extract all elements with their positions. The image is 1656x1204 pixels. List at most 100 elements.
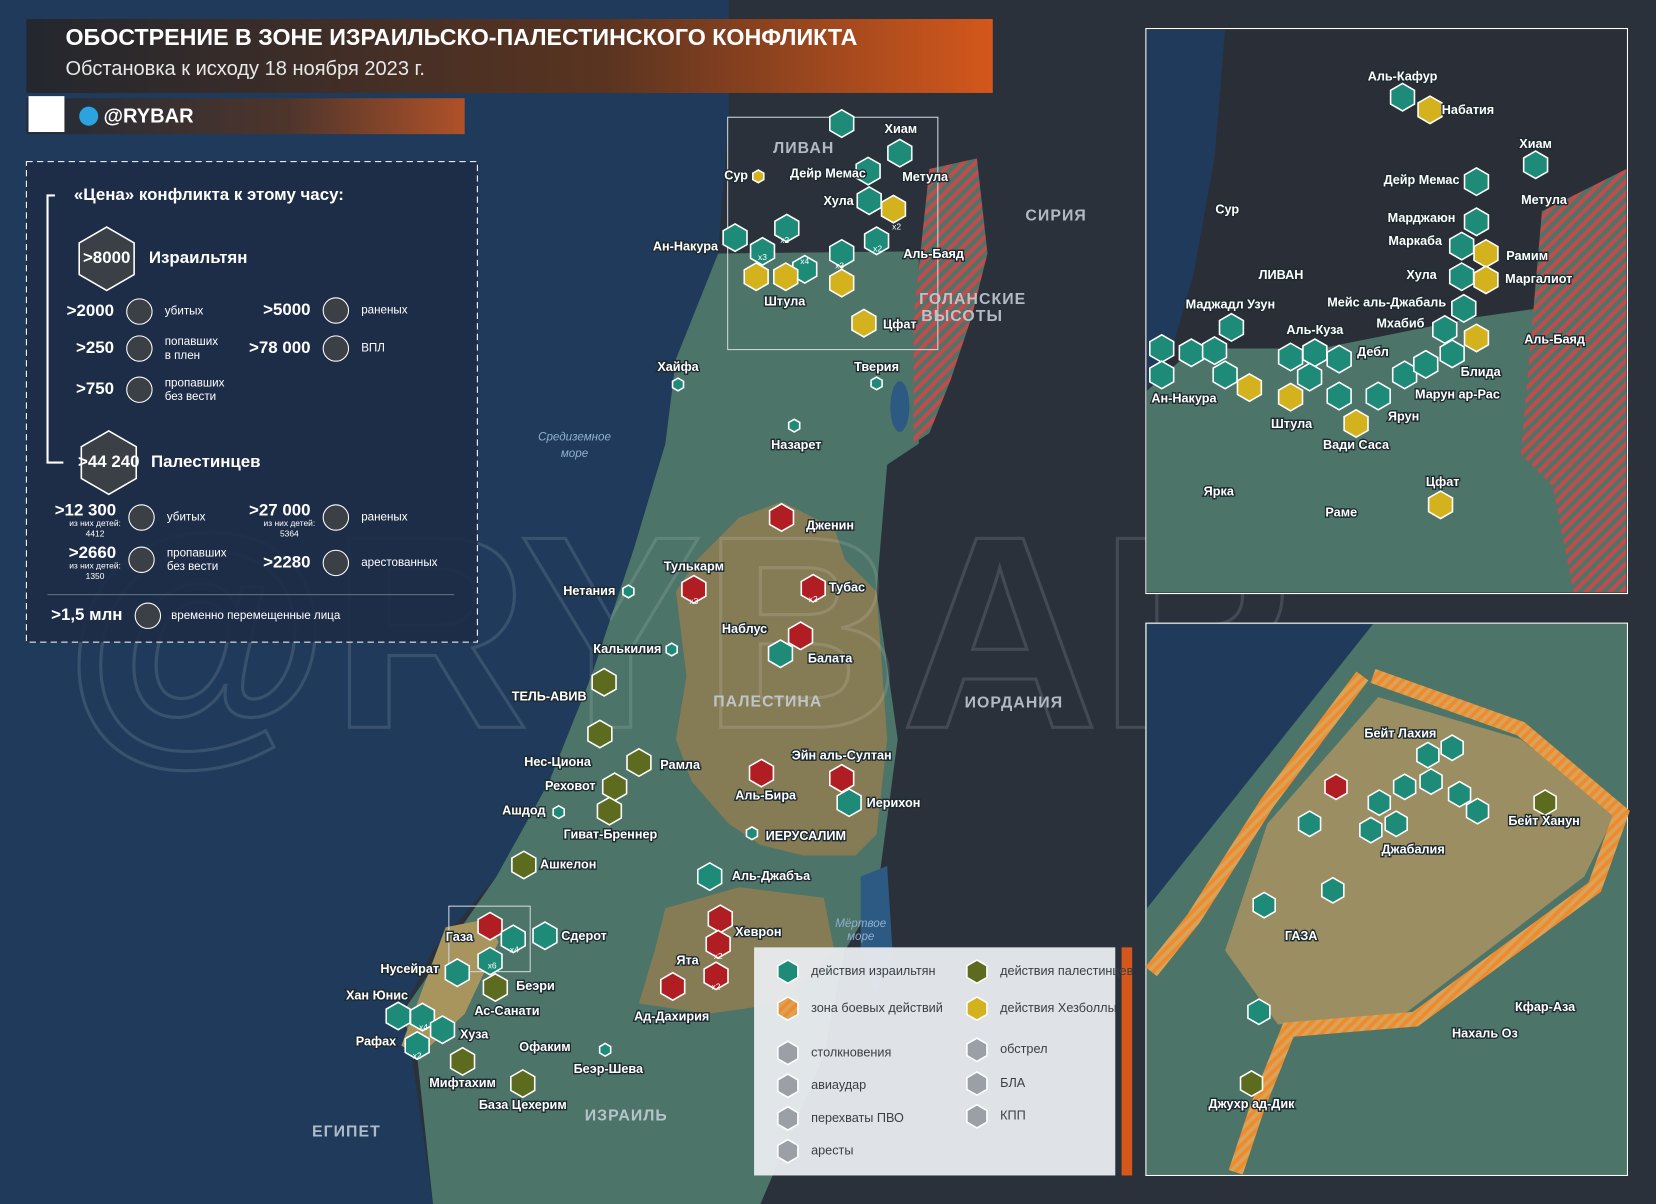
legend-label: авиаудар (811, 1078, 866, 1092)
handle-bar (26, 98, 465, 135)
count-badge: x3 (689, 596, 698, 606)
place-label: Хайфа (657, 360, 699, 374)
count-badge: x2 (712, 982, 721, 992)
total-badge (78, 226, 135, 292)
stat-children: 4412 (86, 529, 105, 539)
marker (1149, 360, 1175, 390)
marker (749, 236, 776, 267)
marker (705, 929, 731, 959)
marker (1391, 360, 1418, 390)
place-label: Хиам (885, 122, 918, 136)
legend-icon (777, 1040, 799, 1066)
total-badge (80, 429, 138, 496)
place-label: Сур (1215, 203, 1239, 217)
marker (851, 308, 877, 338)
place-label: Рамла (660, 758, 701, 772)
inset-sea (1146, 29, 1226, 391)
marker (743, 262, 769, 292)
count-badge: x4 (510, 945, 519, 955)
marker (1239, 1070, 1264, 1098)
marker (863, 226, 890, 256)
marker (856, 186, 882, 216)
place-label: Нетания (563, 584, 615, 598)
place-label: Ан-Накура (1151, 392, 1217, 406)
legend-icon (777, 1105, 799, 1131)
stats-heading: «Цена» конфликта к этому часу: (74, 185, 344, 204)
marker (385, 1001, 411, 1031)
marker (1439, 339, 1465, 369)
stat-icon (322, 297, 350, 324)
marker (1252, 891, 1276, 919)
place-label: Тулькарм (664, 559, 724, 573)
place-label: Сур (724, 169, 748, 183)
country-label: ЕГИПЕТ (312, 1123, 381, 1140)
legend-label: перехваты ПВО (811, 1111, 904, 1125)
total-value: >8000 (83, 248, 130, 267)
stat-icon (126, 335, 153, 362)
place-label: Реховот (545, 779, 596, 793)
place-label: Хеврон (735, 925, 781, 939)
marker (787, 418, 801, 433)
stat-value: >2280 (263, 552, 310, 571)
legend-icon (966, 996, 988, 1022)
marker (681, 574, 707, 604)
legend-label: аресты (811, 1144, 853, 1158)
title: ОБОСТРЕНИЕ В ЗОНЕ ИЗРАИЛЬСКО-ПАЛЕСТИНСКО… (65, 24, 857, 50)
stat-value: >5000 (263, 300, 310, 319)
place-label: Эйн аль-Султан (792, 749, 892, 763)
marker (787, 621, 814, 651)
legend-icon (777, 996, 799, 1022)
marker (1389, 82, 1416, 112)
marker (1533, 789, 1557, 817)
stat-value: >78 000 (249, 338, 310, 357)
marker (511, 850, 537, 880)
place-label: Рафах (356, 1035, 396, 1049)
marker (1236, 372, 1263, 403)
marker (449, 1046, 476, 1077)
stat-icon (128, 546, 155, 573)
count-badge: x2 (413, 1050, 422, 1060)
legend-icon (777, 1073, 799, 1099)
marker (409, 1002, 436, 1032)
place-label: Беэри (516, 979, 555, 993)
legend-label: обстрел (1000, 1042, 1047, 1056)
group-label: Израильтян (149, 248, 248, 267)
place-label: ЛИВАН (1259, 268, 1304, 282)
legend-label: зона боевых действий (811, 1001, 943, 1015)
stat-label: в плен (165, 349, 200, 362)
marker (1149, 333, 1175, 364)
marker (696, 861, 723, 892)
marker (1277, 382, 1304, 412)
legend-label: БЛА (1000, 1076, 1026, 1090)
marker (671, 377, 685, 392)
place-label: Хула (1406, 268, 1437, 282)
legend-label: действия палестинцев (1000, 964, 1133, 978)
marker (1447, 780, 1472, 808)
marker (829, 268, 855, 298)
marker (1296, 362, 1323, 392)
marker (1392, 773, 1417, 801)
legend-icon (966, 1071, 988, 1097)
marker (829, 108, 855, 139)
marker (626, 747, 652, 778)
marker (800, 573, 826, 603)
west-bank (675, 501, 888, 856)
place-label: Назарет (771, 438, 821, 452)
stat-label: без вести (167, 560, 218, 573)
sea-label: Мёртвое (835, 917, 887, 930)
legend-label: действия израильтян (811, 964, 935, 978)
place-label: Метула (1521, 193, 1568, 207)
place-label: Беэр-Шева (574, 1062, 644, 1076)
stat-label: убитых (165, 305, 204, 318)
count-badge: x2 (892, 221, 901, 231)
place-label: Мейс аль-Джабаль (1327, 295, 1446, 309)
stat-label: раненых (361, 304, 408, 317)
place-label: Ад-Дахирия (634, 1009, 709, 1023)
marker (1417, 95, 1443, 125)
marker (1473, 238, 1499, 269)
count-badge: x2 (873, 243, 882, 253)
place-label: Иерихон (867, 796, 921, 810)
place-label: Аль-Джабъа (732, 869, 811, 883)
legend-label: КПП (1000, 1109, 1026, 1123)
